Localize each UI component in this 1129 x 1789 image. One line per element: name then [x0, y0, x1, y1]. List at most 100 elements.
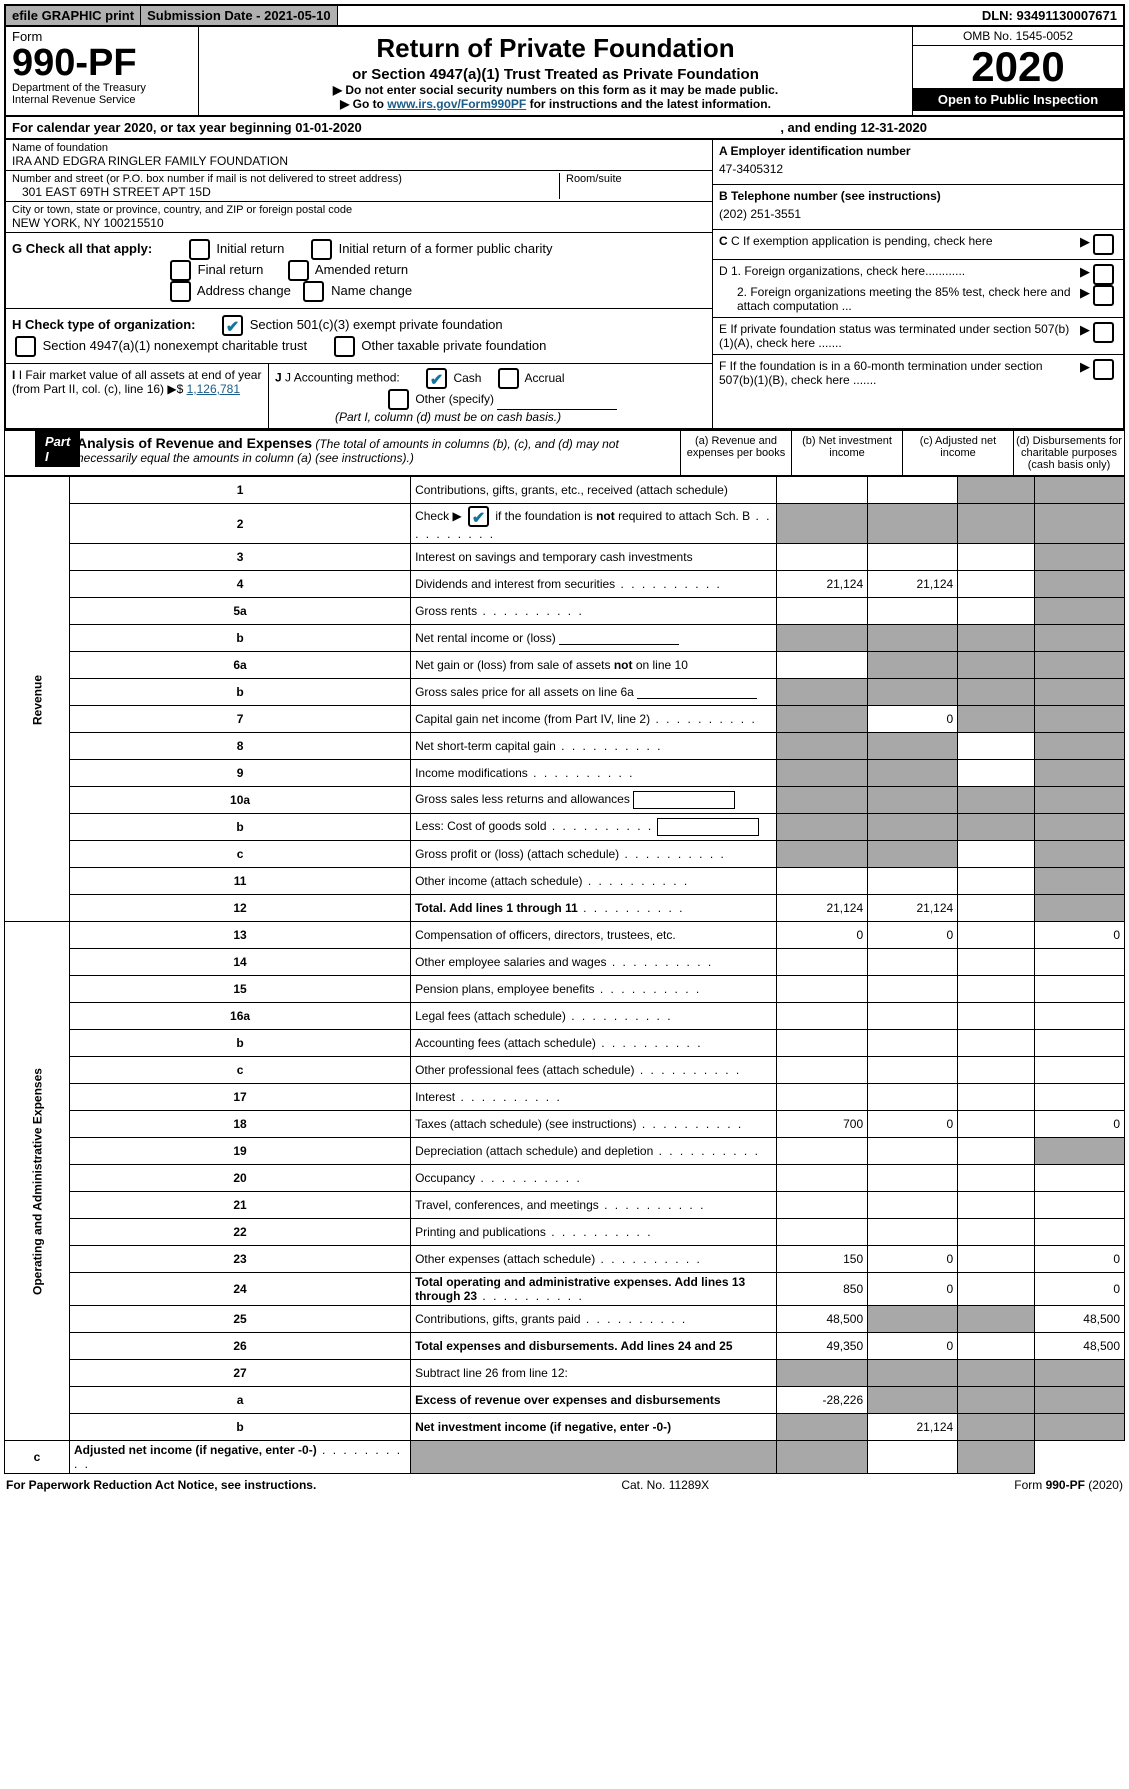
section-i-j: I I Fair market value of all assets at e…: [6, 363, 712, 428]
line-desc: Pension plans, employee benefits: [411, 976, 777, 1003]
cell-value: 0: [776, 922, 867, 949]
cell-value: [776, 652, 867, 679]
table-row: bAccounting fees (attach schedule): [5, 1030, 1125, 1057]
cell-value: [958, 1003, 1035, 1030]
cell-value: [868, 1219, 958, 1246]
line-desc: Accounting fees (attach schedule): [411, 1030, 777, 1057]
checkbox-e[interactable]: [1093, 322, 1114, 343]
cell-value: 0: [1034, 1273, 1124, 1306]
table-row: 22Printing and publications: [5, 1219, 1125, 1246]
table-row: cGross profit or (loss) (attach schedule…: [5, 841, 1125, 868]
section-c: C C If exemption application is pending,…: [713, 230, 1123, 260]
checkbox-cash[interactable]: ✔: [426, 368, 447, 389]
table-row: 16aLegal fees (attach schedule): [5, 1003, 1125, 1030]
check-icon: ✔: [224, 317, 241, 337]
cell-shaded: [958, 1306, 1035, 1333]
line-number: 2: [70, 504, 411, 544]
cell-shaded: [868, 652, 958, 679]
section-g: G Check all that apply: Initial return I…: [6, 233, 712, 308]
checkbox-address-change[interactable]: [170, 281, 191, 302]
irs-link[interactable]: www.irs.gov/Form990PF: [387, 97, 526, 111]
table-row: 3Interest on savings and temporary cash …: [5, 544, 1125, 571]
line-number: 6a: [70, 652, 411, 679]
cell-shaded: [776, 760, 867, 787]
cell-shaded: [868, 504, 958, 544]
cell-shaded: [776, 1414, 867, 1441]
line-number: 17: [70, 1084, 411, 1111]
line-number: 14: [70, 949, 411, 976]
table-row: bNet rental income or (loss): [5, 625, 1125, 652]
checkbox-initial-former[interactable]: [311, 239, 332, 260]
cell-shaded: [1034, 598, 1124, 625]
cell-value: [958, 895, 1035, 922]
efile-label: efile GRAPHIC print: [6, 6, 141, 25]
line-number: 26: [70, 1333, 411, 1360]
checkbox-name-change[interactable]: [303, 281, 324, 302]
cell-shaded: [1034, 1360, 1124, 1387]
table-row: 9Income modifications: [5, 760, 1125, 787]
cell-shaded: [958, 814, 1035, 841]
line-desc: Other income (attach schedule): [411, 868, 777, 895]
checkbox-f[interactable]: [1093, 359, 1114, 380]
line-desc: Interest: [411, 1084, 777, 1111]
checkbox-final-return[interactable]: [170, 260, 191, 281]
dln-label: DLN: 93491130007671: [976, 6, 1123, 25]
section-f: F If the foundation is in a 60-month ter…: [713, 355, 1123, 391]
cell-value: [958, 1219, 1035, 1246]
cell-value: [776, 1219, 867, 1246]
cell-value: 21,124: [776, 571, 867, 598]
cal-end: , and ending 12-31-2020: [780, 120, 927, 135]
cell-value: [958, 1333, 1035, 1360]
cell-shaded: [868, 1306, 958, 1333]
line-number: 23: [70, 1246, 411, 1273]
top-bar: efile GRAPHIC print Submission Date - 20…: [4, 4, 1125, 27]
checkbox-initial-return[interactable]: [189, 239, 210, 260]
cell-value: 21,124: [868, 571, 958, 598]
line-desc: Travel, conferences, and meetings: [411, 1192, 777, 1219]
line-desc: Net investment income (if negative, ente…: [411, 1414, 777, 1441]
cell-value: [868, 1003, 958, 1030]
line-desc: Capital gain net income (from Part IV, l…: [411, 706, 777, 733]
fmv-link[interactable]: 1,126,781: [187, 382, 240, 396]
city-state-zip: NEW YORK, NY 100215510: [12, 216, 164, 230]
line-number: 10a: [70, 787, 411, 814]
cell-value: [958, 733, 1035, 760]
checkbox-accrual[interactable]: [498, 368, 519, 389]
cell-value: [868, 544, 958, 571]
cell-value: [958, 1192, 1035, 1219]
cell-value: [868, 1441, 958, 1474]
line-desc: Gross rents: [411, 598, 777, 625]
j-label: J: [275, 371, 282, 385]
col-d-header: (d) Disbursements for charitable purpose…: [1013, 431, 1124, 475]
checkbox-4947[interactable]: [15, 336, 36, 357]
checkbox-501c3[interactable]: ✔: [222, 315, 243, 336]
cell-shaded: [1034, 814, 1124, 841]
cell-value: 0: [868, 1111, 958, 1138]
checkbox-d1[interactable]: [1093, 264, 1114, 285]
checkbox-other-taxable[interactable]: [334, 336, 355, 357]
table-row: 27Subtract line 26 from line 12:: [5, 1360, 1125, 1387]
cell-value: 700: [776, 1111, 867, 1138]
cell-value: [776, 1003, 867, 1030]
cell-value: [1034, 1219, 1124, 1246]
checkbox-c[interactable]: [1093, 234, 1114, 255]
cell-value: 0: [868, 1246, 958, 1273]
checkbox-d2[interactable]: [1093, 285, 1114, 306]
cell-value: [958, 544, 1035, 571]
cell-shaded: [868, 679, 958, 706]
cell-shaded: [868, 733, 958, 760]
line-desc: Total expenses and disbursements. Add li…: [411, 1333, 777, 1360]
line-desc: Taxes (attach schedule) (see instruction…: [411, 1111, 777, 1138]
line-number: 27: [70, 1360, 411, 1387]
cell-shaded: [776, 1360, 867, 1387]
checkbox-amended[interactable]: [288, 260, 309, 281]
cell-value: [958, 1084, 1035, 1111]
line-number: 25: [70, 1306, 411, 1333]
cell-value: [776, 1192, 867, 1219]
cell-value: 0: [868, 1273, 958, 1306]
cell-value: [776, 1165, 867, 1192]
table-row: cAdjusted net income (if negative, enter…: [5, 1441, 1125, 1474]
checkbox-other-method[interactable]: [388, 389, 409, 410]
cell-shaded: [958, 706, 1035, 733]
form-subtitle: or Section 4947(a)(1) Trust Treated as P…: [207, 66, 904, 83]
